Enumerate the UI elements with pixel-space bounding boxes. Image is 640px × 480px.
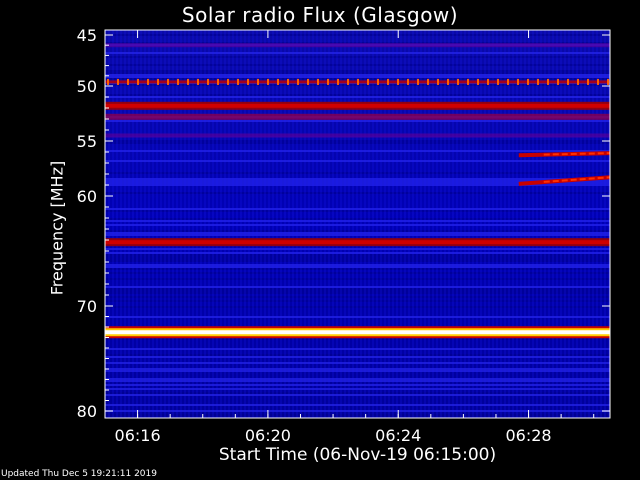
emission-feature-core — [543, 152, 611, 156]
band-dot — [367, 78, 369, 85]
band-dot — [317, 78, 319, 85]
band-dot — [537, 78, 539, 85]
band-dot — [607, 78, 609, 85]
band-dot — [257, 78, 259, 85]
band-dot — [307, 78, 309, 85]
band-dot — [397, 78, 399, 85]
band-dot — [347, 78, 349, 85]
x-tick-label: 06:28 — [505, 426, 551, 445]
x-axis: 06:16 06:20 06:24 06:28 — [104, 30, 595, 445]
band-high-core — [105, 240, 610, 245]
x-tick-label: 06:24 — [375, 426, 421, 445]
band-dot — [517, 78, 519, 85]
band-dot — [547, 78, 549, 85]
band-dot — [447, 78, 449, 85]
band-dot — [377, 78, 379, 85]
y-tick-label: 80 — [77, 402, 97, 421]
chart-title: Solar radio Flux (Glasgow) — [181, 3, 459, 27]
band-dot — [117, 78, 119, 85]
band-dot — [137, 78, 139, 85]
band-dot — [127, 78, 129, 85]
y-tick-label: 50 — [77, 77, 97, 96]
band-dot — [197, 78, 199, 85]
band-dot — [567, 78, 569, 85]
update-timestamp: Updated Thu Dec 5 19:21:11 2019 — [1, 469, 157, 479]
band-dot — [587, 78, 589, 85]
band-dot — [557, 78, 559, 85]
band-dot — [427, 78, 429, 85]
band-dot — [487, 78, 489, 85]
band-dot — [577, 78, 579, 85]
band-dot — [107, 78, 109, 85]
y-tick-label: 45 — [77, 26, 97, 45]
x-tick-label: 06:16 — [115, 426, 161, 445]
band-dot — [457, 78, 459, 85]
band-medium — [105, 133, 610, 138]
band-dot — [207, 78, 209, 85]
plot-texture — [105, 30, 610, 418]
band-dot — [407, 78, 409, 85]
band-dot — [287, 78, 289, 85]
band-dot — [387, 78, 389, 85]
band-dot — [157, 78, 159, 85]
band-dot — [437, 78, 439, 85]
band-medium — [105, 43, 610, 48]
band-dot — [167, 78, 169, 85]
band-dot — [477, 78, 479, 85]
band-dot — [147, 78, 149, 85]
band-dot — [277, 78, 279, 85]
band-dot — [597, 78, 599, 85]
band-medium-high — [105, 113, 610, 120]
y-tick-label: 70 — [77, 297, 97, 316]
band-dot — [177, 78, 179, 85]
emission-features — [518, 151, 611, 186]
band-dot — [357, 78, 359, 85]
band-dot — [187, 78, 189, 85]
band-high-core — [105, 103, 610, 108]
band-dot — [527, 78, 529, 85]
band-saturated-core — [105, 330, 610, 335]
plot-frame — [104, 29, 611, 419]
band-dot — [327, 78, 329, 85]
band-dot — [217, 78, 219, 85]
x-tick-label: 06:20 — [245, 426, 291, 445]
emission-feature-core — [543, 176, 611, 183]
intensity-bands — [105, 43, 610, 339]
y-axis-label: Frequency [MHz] — [47, 160, 67, 296]
band-dot — [467, 78, 469, 85]
x-axis-label: Start Time (06-Nov-19 06:15:00) — [218, 445, 497, 465]
band-dot — [417, 78, 419, 85]
band-dot — [297, 78, 299, 85]
band-dot — [237, 78, 239, 85]
band-dot — [507, 78, 509, 85]
band-dot — [497, 78, 499, 85]
band-dot — [247, 78, 249, 85]
band-dot — [337, 78, 339, 85]
y-tick-label: 55 — [77, 132, 97, 151]
y-tick-label: 60 — [77, 187, 97, 206]
band-dot — [267, 78, 269, 85]
y-axis: 45 50 55 60 70 80 — [77, 26, 610, 421]
band-dot — [227, 78, 229, 85]
